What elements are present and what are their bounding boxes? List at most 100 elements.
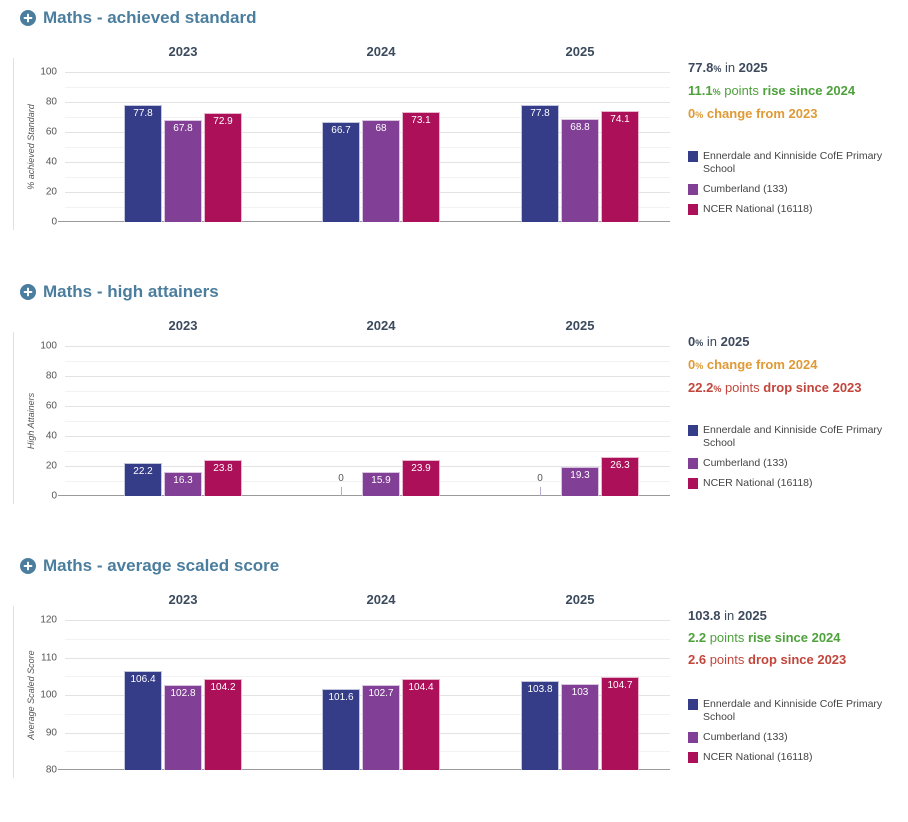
legend-item-school[interactable]: Ennerdale and Kinniside CofE Primary Sch… (688, 698, 902, 724)
legend-swatch (688, 699, 698, 710)
y-tick-label: 20 (45, 460, 57, 472)
legend-swatch (688, 478, 698, 489)
section-title: Maths - achieved standard (43, 8, 257, 27)
legend-item-local-authority[interactable]: Cumberland (133) (688, 457, 902, 470)
bar-value-label: 104.4 (408, 681, 434, 693)
chart-legend: Ennerdale and Kinniside CofE Primary Sch… (688, 424, 902, 497)
summary-panel: 0% in 2025 0% change from 2024 22.2% point… (688, 331, 906, 400)
y-tick-label: 80 (45, 96, 57, 108)
bar-school[interactable]: 106.4 (124, 671, 162, 770)
legend-label: NCER National (16118) (703, 203, 813, 215)
y-tick-label: 100 (40, 689, 57, 701)
legend-item-school[interactable]: Ennerdale and Kinniside CofE Primary Sch… (688, 424, 902, 450)
section-header[interactable]: Maths - average scaled score (20, 556, 279, 576)
y-axis-label: Average Scaled Score (26, 650, 36, 740)
gridline (65, 466, 670, 467)
bar-school[interactable]: 77.8 (124, 105, 162, 222)
gridline (65, 620, 670, 621)
legend-label: Ennerdale and Kinniside CofE Primary Sch… (703, 150, 883, 175)
summary-panel: 103.8 in 2025 2.2 points rise since 2024 2… (688, 605, 906, 671)
gridline (65, 87, 670, 88)
bar-local-authority[interactable]: 67.8 (164, 120, 202, 222)
y-axis-label: High Attainers (26, 392, 36, 450)
expand-icon[interactable] (20, 284, 36, 300)
category-label: 2025 (565, 44, 595, 59)
category-label: 2025 (565, 318, 595, 333)
bar-value-label: 106.4 (130, 674, 156, 685)
bar-local-authority[interactable]: 68 (362, 120, 400, 222)
y-tick-label: 100 (40, 340, 57, 352)
y-tick-label: 60 (45, 126, 57, 138)
legend-swatch (688, 204, 698, 215)
gridline (65, 391, 670, 392)
bar-local-authority[interactable]: 68.8 (561, 118, 599, 222)
chart-legend: Ennerdale and Kinniside CofE Primary Sch… (688, 698, 902, 771)
section-header[interactable]: Maths - high attainers (20, 282, 219, 302)
legend-swatch (688, 184, 698, 195)
section-title: Maths - average scaled score (43, 556, 280, 575)
bar-value-label: 68 (375, 123, 387, 134)
bar-school[interactable]: 22.2 (124, 462, 162, 496)
bar-value-label: 67.8 (173, 123, 193, 135)
bar-value-label: 102.7 (368, 687, 394, 699)
bar-local-authority[interactable]: 16.3 (164, 471, 202, 496)
legend-item-local-authority[interactable]: Cumberland (133) (688, 731, 902, 744)
y-tick-label: 80 (45, 764, 57, 776)
legend-swatch (688, 732, 698, 743)
summary-line: 0% change from 2023 (688, 106, 818, 121)
bar-local-authority[interactable]: 15.9 (362, 472, 400, 496)
bar-national[interactable]: 23.8 (204, 460, 242, 496)
bar-local-authority[interactable]: 103 (561, 683, 599, 770)
bar-national[interactable]: 73.1 (402, 112, 440, 222)
bar-local-authority[interactable]: 102.7 (362, 684, 400, 770)
chart-section: Maths - average scaled score 2023 2024 2025… (0, 548, 908, 822)
bar-national[interactable]: 104.2 (204, 679, 242, 770)
bar-value-label: 77.8 (133, 108, 153, 120)
legend-swatch (688, 752, 698, 763)
chart-legend: Ennerdale and Kinniside CofE Primary Sch… (688, 150, 902, 223)
expand-icon[interactable] (20, 558, 36, 574)
category-label: 2024 (366, 592, 396, 607)
legend-item-local-authority[interactable]: Cumberland (133) (688, 183, 902, 196)
bar-school[interactable]: 101.6 (322, 689, 360, 770)
y-tick-label: 20 (45, 186, 57, 198)
summary-line: 22.2% points drop since 2023 (688, 380, 862, 395)
bar-local-authority[interactable]: 19.3 (561, 467, 599, 496)
y-tick-label: 120 (40, 614, 57, 626)
category-label: 2023 (168, 44, 198, 59)
bar-value-label: 66.7 (331, 124, 351, 136)
bar-value-label: 16.3 (173, 474, 193, 486)
legend-item-national[interactable]: NCER National (16118) (688, 477, 902, 490)
summary-line: 0% in 2025 (688, 334, 750, 349)
bar-value-label: 77.8 (530, 108, 550, 120)
bar-value-label: 101.6 (328, 692, 354, 703)
bar-national[interactable]: 104.4 (402, 678, 440, 770)
chart-panel-border (13, 606, 14, 778)
bar-school[interactable]: 103.8 (521, 680, 559, 770)
bar-national[interactable]: 104.7 (601, 677, 639, 770)
bar-national[interactable]: 23.9 (402, 460, 440, 496)
category-label: 2023 (168, 592, 198, 607)
plot-area: 0 20 40 60 80 100 High Attainers 22.2 0 0 16.3 15.9… (26, 341, 670, 502)
bar-national[interactable]: 74.1 (601, 110, 639, 222)
summary-line: 2.2 points rise since 2024 (688, 630, 841, 645)
bar-school[interactable]: 66.7 (322, 121, 360, 222)
y-tick-label: 0 (51, 216, 57, 228)
gridline (65, 102, 670, 103)
bar-school[interactable]: 77.8 (521, 105, 559, 222)
bar-value-label: 74.1 (610, 113, 630, 125)
section-header[interactable]: Maths - achieved standard (20, 8, 257, 28)
legend-label: Ennerdale and Kinniside CofE Primary Sch… (703, 424, 883, 449)
bar-national[interactable]: 72.9 (204, 112, 242, 222)
legend-item-national[interactable]: NCER National (16118) (688, 751, 902, 764)
zero-value-tick (341, 487, 342, 496)
bar-national[interactable]: 26.3 (601, 456, 639, 496)
expand-icon[interactable] (20, 10, 36, 26)
legend-item-national[interactable]: NCER National (16118) (688, 203, 902, 216)
legend-label: Ennerdale and Kinniside CofE Primary Sch… (703, 698, 883, 723)
summary-line: 77.8% in 2025 (688, 60, 768, 75)
summary-line: 103.8 in 2025 (688, 608, 767, 623)
bar-local-authority[interactable]: 102.8 (164, 684, 202, 770)
legend-item-school[interactable]: Ennerdale and Kinniside CofE Primary Sch… (688, 150, 902, 176)
legend-label: Cumberland (133) (703, 457, 788, 469)
